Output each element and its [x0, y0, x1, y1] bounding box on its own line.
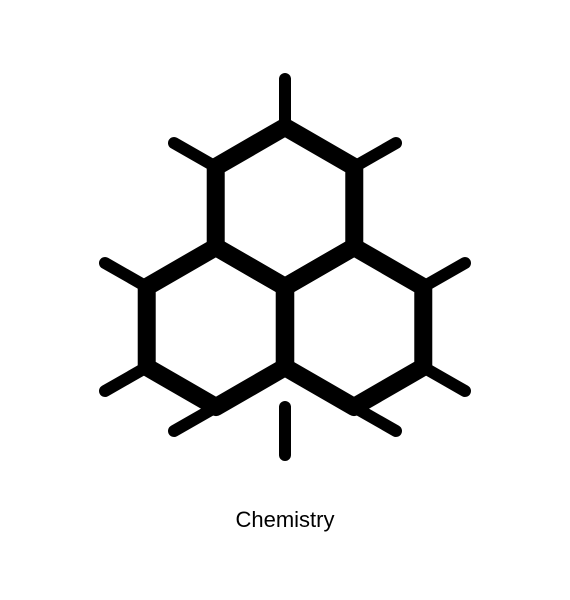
- chemistry-icon-container: Chemistry: [75, 67, 495, 533]
- icon-label: Chemistry: [235, 507, 334, 533]
- chemistry-molecule-icon: [75, 67, 495, 487]
